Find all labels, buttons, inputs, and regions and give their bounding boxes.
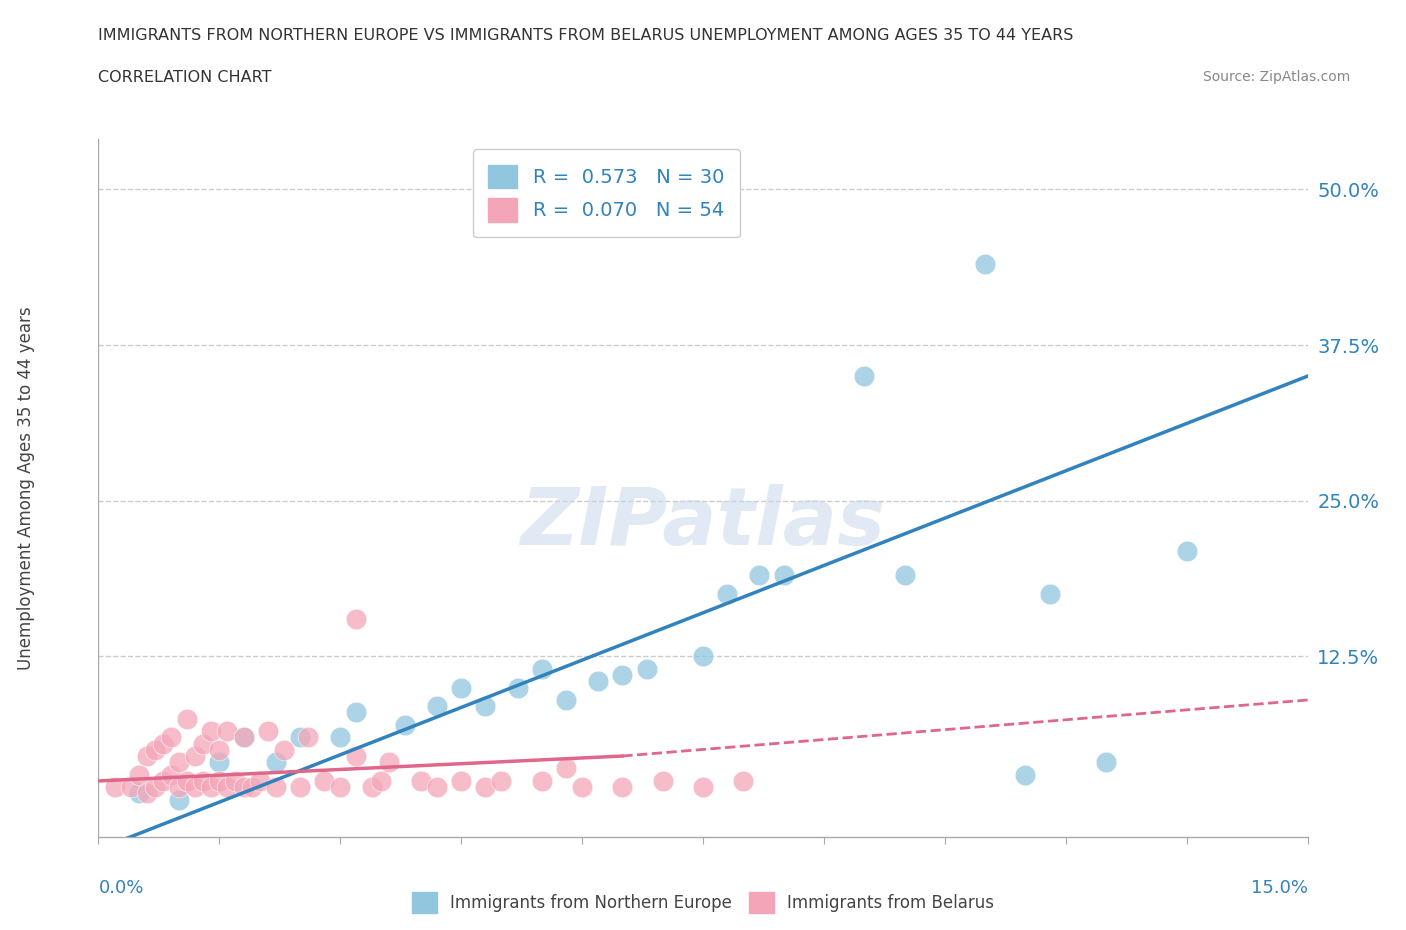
Text: IMMIGRANTS FROM NORTHERN EUROPE VS IMMIGRANTS FROM BELARUS UNEMPLOYMENT AMONG AG: IMMIGRANTS FROM NORTHERN EUROPE VS IMMIG… [98,28,1074,43]
Point [344,749,367,764]
Point [232,779,254,794]
Point [273,742,295,757]
Point [344,612,367,627]
Point [893,568,915,583]
Point [217,724,239,738]
Point [143,779,166,794]
Point [103,779,125,794]
Point [240,779,263,794]
Text: CORRELATION CHART: CORRELATION CHART [98,70,271,85]
Point [426,698,449,713]
Point [160,730,183,745]
Point [1014,767,1036,782]
Point [208,755,231,770]
Point [772,568,794,583]
Point [297,730,319,745]
Point [555,761,578,776]
Point [474,779,496,794]
Point [586,674,609,689]
Point [217,779,239,794]
Point [329,779,352,794]
Point [135,749,157,764]
Legend: Immigrants from Northern Europe, Immigrants from Belarus: Immigrants from Northern Europe, Immigra… [405,885,1001,920]
Point [733,774,755,789]
Point [853,368,876,383]
Text: Unemployment Among Ages 35 to 44 years: Unemployment Among Ages 35 to 44 years [17,307,35,670]
Point [555,693,578,708]
Point [450,774,472,789]
Point [224,774,246,789]
Point [571,779,593,794]
Point [167,755,190,770]
Point [692,649,714,664]
Point [491,774,513,789]
Point [344,705,367,720]
Point [208,742,231,757]
Point [160,767,183,782]
Point [314,774,336,789]
Point [120,779,142,794]
Point [167,792,190,807]
Point [506,680,529,695]
Point [329,730,352,745]
Text: 0.0%: 0.0% [98,879,143,897]
Point [167,779,190,794]
Point [394,717,416,732]
Point [748,568,770,583]
Point [530,182,553,197]
Point [176,711,198,726]
Point [530,774,553,789]
Point [692,779,714,794]
Point [193,774,215,789]
Point [651,774,673,789]
Point [232,730,254,745]
Point [152,737,174,751]
Text: 15.0%: 15.0% [1250,879,1308,897]
Point [974,257,997,272]
Point [426,779,449,794]
Point [1095,755,1118,770]
Point [288,779,311,794]
Point [184,779,207,794]
Point [208,774,231,789]
Text: Source: ZipAtlas.com: Source: ZipAtlas.com [1202,70,1350,84]
Point [143,742,166,757]
Point [152,774,174,789]
Point [1039,587,1062,602]
Point [612,779,634,794]
Point [200,724,222,738]
Point [184,749,207,764]
Point [409,774,432,789]
Point [232,730,254,745]
Point [530,661,553,676]
Point [256,724,278,738]
Point [474,698,496,713]
Point [176,774,198,789]
Point [716,587,738,602]
Point [636,661,658,676]
Point [1175,543,1198,558]
Point [264,755,287,770]
Point [361,779,384,794]
Point [128,767,150,782]
Point [249,774,271,789]
Point [135,786,157,801]
Point [264,779,287,794]
Text: ZIPatlas: ZIPatlas [520,485,886,562]
Point [128,786,150,801]
Point [450,680,472,695]
Point [370,774,392,789]
Point [377,755,399,770]
Point [193,737,215,751]
Point [200,779,222,794]
Point [288,730,311,745]
Point [612,668,634,683]
